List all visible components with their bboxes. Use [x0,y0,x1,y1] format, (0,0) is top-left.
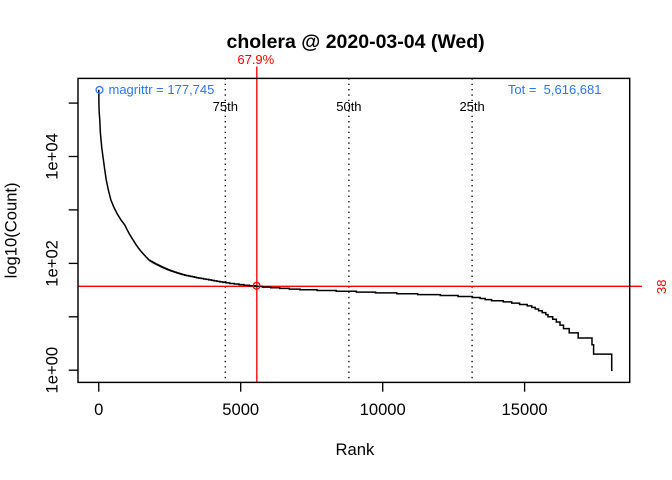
svg-text:10000: 10000 [360,400,406,419]
svg-text:25th: 25th [459,99,484,114]
svg-text:Tot = 5,616,681: Tot = 5,616,681 [508,82,602,97]
svg-text:Rank: Rank [336,440,375,459]
svg-text:log10(Count): log10(Count) [1,182,20,278]
svg-text:38: 38 [654,280,669,294]
svg-text:5000: 5000 [222,400,259,419]
svg-text:1e+00: 1e+00 [43,347,62,394]
svg-text:15000: 15000 [502,400,548,419]
svg-text:cholera @ 2020-03-04 (Wed): cholera @ 2020-03-04 (Wed) [227,31,485,53]
svg-text:1e+02: 1e+02 [43,240,62,287]
svg-text:0: 0 [94,400,103,419]
svg-text:75th: 75th [213,99,238,114]
svg-text:50th: 50th [336,99,361,114]
svg-text:magrittr = 177,745: magrittr = 177,745 [109,82,215,97]
svg-text:67.9%: 67.9% [237,52,274,67]
svg-text:1e+04: 1e+04 [43,133,62,180]
